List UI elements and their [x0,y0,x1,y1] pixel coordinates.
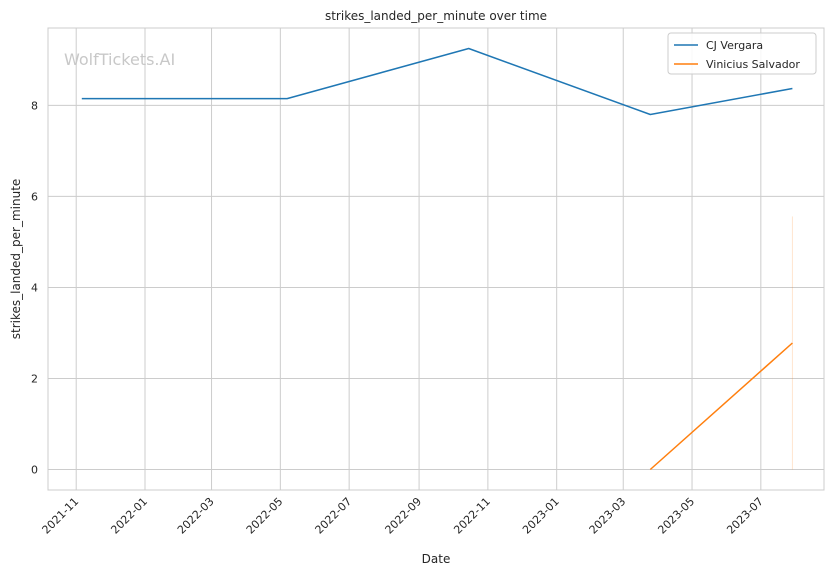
plot-frame [47,27,825,491]
legend-label-vinicius-salvador: Vinicius Salvador [706,58,800,71]
y-axis-label: strikes_landed_per_minute [9,179,23,340]
uncertainty-band [791,216,793,470]
y-tick-label: 8 [31,99,38,112]
series-line-cj-vergara [81,47,793,116]
series-layer [81,47,793,471]
legend-label-cj-vergara: CJ Vergara [706,39,763,52]
x-axis-label: Date [422,552,451,566]
legend: CJ Vergara Vinicius Salvador [667,32,817,75]
legend-box [667,32,817,75]
y-tick-labels: 0 2 4 6 8 [31,99,38,476]
watermark: WolfTickets.AI [64,50,175,69]
series-line-vinicius-salvador [649,342,793,471]
chart-title: strikes_landed_per_minute over time [325,9,547,23]
y-tick-label: 0 [31,464,38,477]
y-tick-label: 6 [31,190,38,203]
y-tick-label: 4 [31,281,38,294]
y-tick-label: 2 [31,372,38,385]
